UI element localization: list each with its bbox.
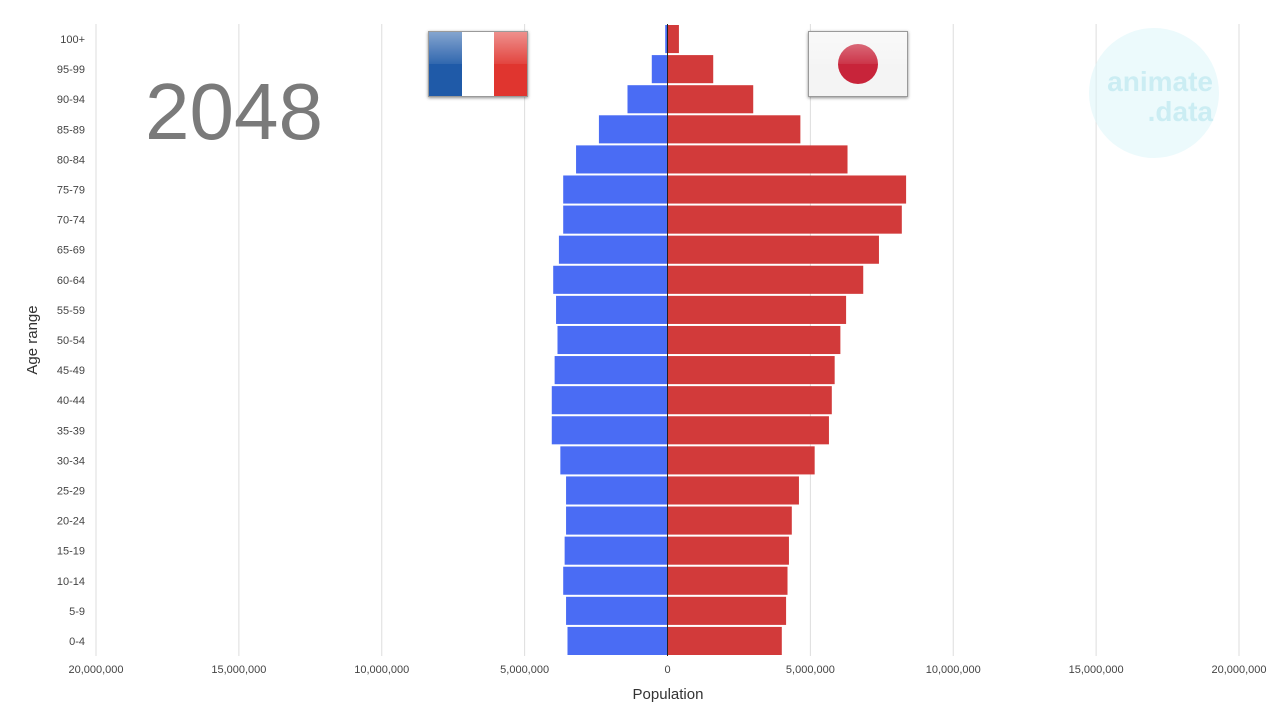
y-tick-label: 55-59 [57, 305, 85, 317]
bar-left [563, 566, 668, 595]
bar-right [667, 85, 754, 114]
y-tick-label: 95-99 [57, 64, 85, 76]
bar-left [566, 476, 668, 505]
x-tick-label: 15,000,000 [1069, 664, 1124, 676]
bar-right [667, 55, 714, 84]
x-tick-label: 20,000,000 [68, 664, 123, 676]
bar-right [667, 325, 841, 355]
bar-left [551, 416, 668, 445]
y-tick-label: 80-84 [57, 154, 85, 166]
bar-left [665, 25, 668, 54]
x-tick-label: 5,000,000 [786, 664, 835, 676]
france-flag-icon [428, 31, 528, 97]
bar-left [627, 85, 668, 114]
bar-right [667, 25, 679, 54]
bar-right [667, 626, 782, 655]
bar-left [560, 446, 668, 475]
bar-left [557, 325, 668, 355]
y-tick-label: 40-44 [57, 395, 85, 407]
y-tick-label: 20-24 [57, 516, 85, 528]
bar-left [598, 115, 668, 144]
watermark-logo: animate .data [1089, 28, 1219, 158]
x-tick-label: 10,000,000 [354, 664, 409, 676]
x-tick-labels: 20,000,000 15,000,000 10,000,000 5,000,000 0… [68, 664, 1266, 676]
y-tick-label: 45-49 [57, 365, 85, 377]
bar-left [556, 295, 668, 324]
watermark-line2: .data [1147, 96, 1213, 127]
bar-left [651, 55, 668, 84]
y-tick-label: 90-94 [57, 94, 85, 106]
x-tick-label: 0 [664, 664, 670, 676]
y-tick-label: 85-89 [57, 124, 85, 136]
bar-left [554, 356, 668, 385]
bar-left [567, 626, 668, 655]
bar-left [563, 205, 668, 234]
bar-right [667, 265, 864, 294]
x-tick-label: 10,000,000 [926, 664, 981, 676]
japan-flag-icon [808, 31, 908, 97]
bar-left [566, 506, 668, 535]
y-tick-label: 0-4 [69, 636, 85, 648]
bar-right [667, 506, 792, 535]
y-tick-label: 60-64 [57, 275, 85, 287]
bar-left [551, 386, 668, 415]
bar-right [667, 356, 835, 385]
bar-right [667, 295, 847, 324]
bar-left [576, 145, 668, 174]
bar-right [667, 566, 788, 595]
y-tick-label: 75-79 [57, 185, 85, 197]
bar-right [667, 145, 848, 174]
bar-right [667, 115, 801, 144]
bar-right [667, 416, 829, 445]
bar-left [564, 536, 668, 565]
y-tick-label: 10-14 [57, 576, 85, 588]
x-tick-label: 15,000,000 [211, 664, 266, 676]
x-axis-title: Population [633, 686, 704, 703]
bar-right [667, 476, 799, 505]
y-tick-label: 15-19 [57, 546, 85, 558]
bar-right [667, 596, 787, 625]
y-tick-label: 70-74 [57, 215, 85, 227]
year-label: 2048 [145, 67, 323, 156]
x-tick-label: 5,000,000 [500, 664, 549, 676]
x-tick-label: 20,000,000 [1211, 664, 1266, 676]
bar-right [667, 386, 832, 415]
bar-left [553, 265, 668, 294]
bar-left [566, 596, 668, 625]
bars [551, 24, 907, 656]
bar-left [558, 235, 668, 264]
bar-right [667, 536, 789, 565]
bar-right [667, 175, 907, 204]
bar-right [667, 235, 879, 264]
y-tick-label: 35-39 [57, 425, 85, 437]
bar-right [667, 205, 902, 234]
bar-left [563, 175, 668, 204]
y-tick-label: 100+ [60, 34, 85, 46]
watermark-line1: animate [1107, 66, 1213, 97]
y-tick-label: 30-34 [57, 455, 85, 467]
y-tick-label: 65-69 [57, 245, 85, 257]
y-tick-label: 25-29 [57, 485, 85, 497]
y-tick-label: 50-54 [57, 335, 85, 347]
y-tick-labels: 100+ 95-99 90-94 85-89 80-84 75-79 70-74 65-69 6… [57, 34, 85, 648]
bar-right [667, 446, 815, 475]
y-tick-label: 5-9 [69, 606, 85, 618]
y-axis-title: Age range [24, 305, 41, 374]
